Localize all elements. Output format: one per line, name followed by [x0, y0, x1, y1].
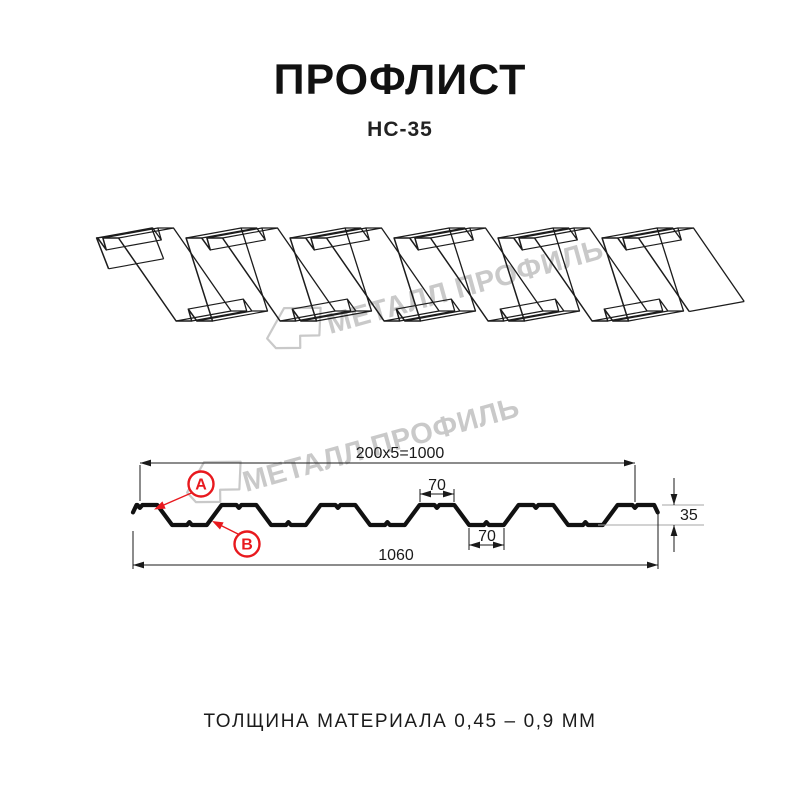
arrowhead [133, 561, 144, 569]
arrowhead [670, 525, 678, 536]
dimension-height: 35 [598, 478, 704, 552]
arrowhead [212, 521, 224, 530]
arrowhead [647, 561, 658, 569]
dimension-height-label: 35 [680, 507, 698, 524]
watermark-lower: МЕТАЛЛ ПРОФИЛЬ [186, 392, 523, 504]
cross-section-outline [130, 502, 660, 528]
arrowhead [140, 459, 151, 467]
profile-3d-drawing [95, 227, 745, 322]
dimension-pitch: 200x5=1000 [139, 445, 636, 502]
callout-a-label: А [195, 477, 207, 494]
dimension-crest-label: 70 [428, 477, 446, 494]
profile-cross-section [130, 502, 660, 528]
callout-b: В [212, 521, 261, 558]
dimension-valley-width: 70 [468, 528, 505, 550]
dimension-overall-label: 1060 [378, 547, 414, 564]
metall-profil-logo [186, 460, 242, 504]
near-edge-outline [95, 237, 690, 322]
arrowhead [493, 541, 504, 549]
dimension-valley-label: 70 [478, 528, 496, 545]
page-title: ПРОФЛИСТ [273, 56, 527, 104]
metall-profil-logo [266, 306, 322, 350]
dimension-pitch-label: 200x5=1000 [356, 445, 445, 462]
arrowhead [420, 490, 431, 498]
arrowhead [469, 541, 480, 549]
thickness-note: ТОЛЩИНА МАТЕРИАЛА 0,45 – 0,9 ММ [203, 711, 597, 732]
dimension-crest-width: 70 [419, 477, 455, 502]
callout-b-circle [233, 530, 261, 558]
callout-a: А [154, 470, 215, 510]
dimension-overall-width: 1060 [132, 512, 659, 569]
callout-a-circle [187, 470, 215, 498]
arrowhead [624, 459, 635, 467]
arrowhead [443, 490, 454, 498]
callout-b-label: В [241, 537, 253, 554]
watermark-upper: МЕТАЛЛ ПРОФИЛЬ [266, 234, 607, 350]
profile-model: НС-35 [367, 118, 433, 141]
arrowhead [154, 501, 166, 510]
arrowhead [670, 494, 678, 505]
